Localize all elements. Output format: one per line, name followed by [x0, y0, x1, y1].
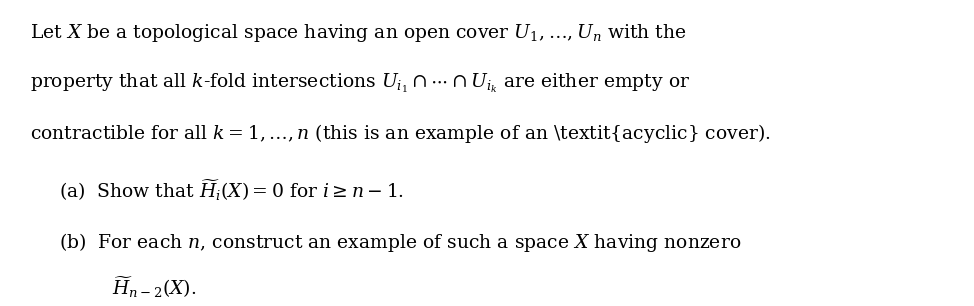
Text: $\widetilde{H}_{n-2}(X)$.: $\widetilde{H}_{n-2}(X)$.: [112, 275, 197, 300]
Text: property that all $k$-fold intersections $U_{i_1}\cap\cdots\cap U_{i_k}$ are eit: property that all $k$-fold intersections…: [30, 72, 691, 95]
Text: contractible for all $k=1,\ldots,n$ (this is an example of an \textit{acyclic} c: contractible for all $k=1,\ldots,n$ (thi…: [30, 122, 771, 145]
Text: (a)  Show that $\widetilde{H}_i(X)=0$ for $i\geq n-1$.: (a) Show that $\widetilde{H}_i(X)=0$ for…: [59, 178, 404, 203]
Text: Let $X$ be a topological space having an open cover $U_1,\ldots,U_n$ with the: Let $X$ be a topological space having an…: [30, 22, 687, 44]
Text: (b)  For each $n$, construct an example of such a space $X$ having nonzero: (b) For each $n$, construct an example o…: [59, 231, 741, 254]
